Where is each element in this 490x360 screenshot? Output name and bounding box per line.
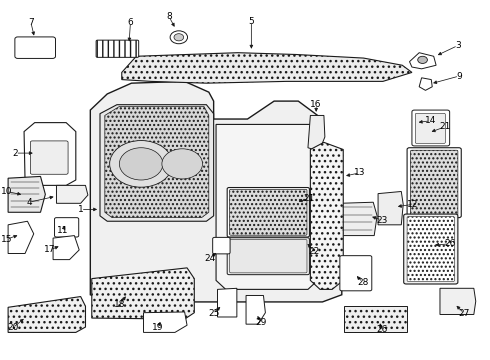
- Text: 14: 14: [425, 116, 436, 125]
- Circle shape: [120, 148, 163, 180]
- Text: 19: 19: [152, 323, 164, 332]
- Polygon shape: [340, 202, 377, 235]
- Polygon shape: [310, 142, 343, 289]
- Polygon shape: [90, 81, 342, 302]
- Text: 21: 21: [439, 122, 450, 131]
- Text: 13: 13: [354, 168, 366, 177]
- Text: 21: 21: [304, 194, 315, 203]
- Circle shape: [110, 140, 172, 187]
- Polygon shape: [8, 176, 46, 212]
- FancyBboxPatch shape: [15, 37, 55, 58]
- Text: 6: 6: [127, 18, 133, 27]
- Polygon shape: [378, 192, 403, 225]
- Text: 26: 26: [444, 239, 455, 248]
- Polygon shape: [105, 107, 209, 218]
- Polygon shape: [246, 296, 266, 324]
- Text: 18: 18: [114, 300, 125, 309]
- Circle shape: [162, 149, 202, 179]
- FancyBboxPatch shape: [213, 237, 230, 254]
- Text: 9: 9: [457, 72, 462, 81]
- Polygon shape: [56, 185, 88, 203]
- Text: 12: 12: [407, 200, 418, 209]
- Text: 10: 10: [1, 187, 12, 196]
- Text: 7: 7: [28, 18, 34, 27]
- FancyBboxPatch shape: [416, 113, 445, 143]
- Circle shape: [418, 56, 427, 63]
- Text: 29: 29: [255, 318, 267, 327]
- Polygon shape: [144, 312, 187, 332]
- Polygon shape: [122, 53, 412, 83]
- Polygon shape: [92, 268, 195, 319]
- Polygon shape: [216, 125, 318, 289]
- Text: 26: 26: [376, 325, 388, 334]
- FancyBboxPatch shape: [407, 148, 461, 218]
- Circle shape: [170, 31, 188, 44]
- Polygon shape: [344, 306, 407, 332]
- Polygon shape: [8, 221, 34, 253]
- FancyBboxPatch shape: [230, 239, 307, 273]
- FancyBboxPatch shape: [96, 40, 139, 57]
- Text: 28: 28: [357, 278, 368, 287]
- FancyBboxPatch shape: [227, 238, 309, 275]
- FancyBboxPatch shape: [340, 256, 372, 291]
- Text: 27: 27: [459, 309, 470, 318]
- Text: 20: 20: [7, 323, 19, 332]
- Polygon shape: [419, 78, 432, 90]
- Circle shape: [174, 34, 184, 41]
- FancyBboxPatch shape: [227, 188, 309, 237]
- Polygon shape: [308, 116, 325, 151]
- FancyBboxPatch shape: [30, 141, 68, 174]
- Text: 1: 1: [78, 205, 83, 214]
- FancyBboxPatch shape: [407, 217, 455, 282]
- Text: 11: 11: [57, 226, 69, 235]
- Polygon shape: [218, 288, 237, 317]
- Polygon shape: [440, 288, 476, 315]
- Polygon shape: [8, 297, 85, 332]
- Text: 25: 25: [208, 309, 220, 318]
- Text: 8: 8: [166, 12, 172, 21]
- Polygon shape: [53, 235, 79, 260]
- Polygon shape: [410, 53, 436, 69]
- Text: 5: 5: [248, 17, 254, 26]
- Text: 22: 22: [309, 247, 320, 256]
- Text: 24: 24: [204, 254, 216, 263]
- FancyBboxPatch shape: [404, 214, 458, 284]
- FancyBboxPatch shape: [230, 189, 307, 235]
- FancyBboxPatch shape: [54, 218, 79, 237]
- Text: 17: 17: [45, 246, 56, 255]
- Polygon shape: [100, 105, 214, 221]
- Text: 4: 4: [26, 198, 32, 207]
- Text: 23: 23: [376, 216, 388, 225]
- Polygon shape: [24, 123, 76, 185]
- Text: 2: 2: [13, 149, 18, 158]
- FancyBboxPatch shape: [411, 150, 458, 215]
- Text: 16: 16: [311, 100, 322, 109]
- FancyBboxPatch shape: [412, 110, 450, 146]
- Text: 3: 3: [455, 41, 461, 50]
- Text: 15: 15: [1, 235, 12, 244]
